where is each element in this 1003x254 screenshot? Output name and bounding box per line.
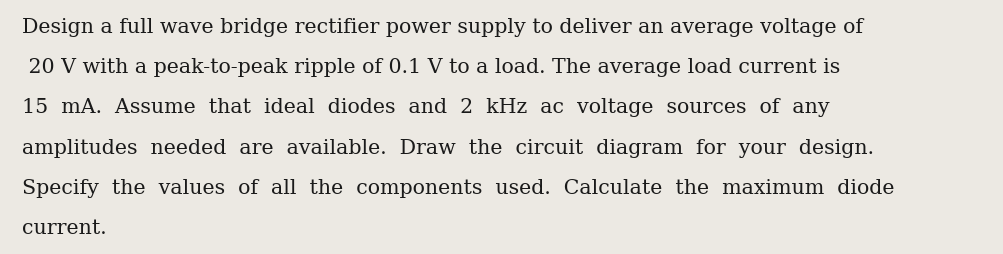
Text: current.: current. xyxy=(22,218,106,237)
Text: Design a full wave bridge rectifier power supply to deliver an average voltage o: Design a full wave bridge rectifier powe… xyxy=(22,18,863,37)
Text: 20 V with a peak-to-peak ripple of 0.1 V to a load. The average load current is: 20 V with a peak-to-peak ripple of 0.1 V… xyxy=(22,58,840,77)
Text: 15  mA.  Assume  that  ideal  diodes  and  2  kHz  ac  voltage  sources  of  any: 15 mA. Assume that ideal diodes and 2 kH… xyxy=(22,98,828,117)
Text: Specify  the  values  of  all  the  components  used.  Calculate  the  maximum  : Specify the values of all the components… xyxy=(22,178,894,197)
Text: amplitudes  needed  are  available.  Draw  the  circuit  diagram  for  your  des: amplitudes needed are available. Draw th… xyxy=(22,138,874,157)
